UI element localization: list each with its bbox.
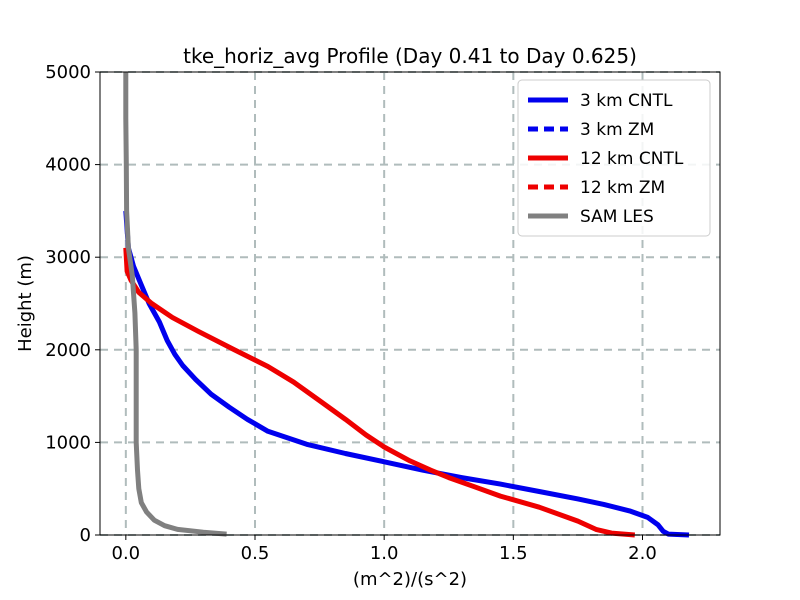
legend-label: 3 km CNTL — [580, 91, 673, 111]
series-line-sam-les — [123, 72, 227, 537]
legend-box — [517, 79, 711, 237]
legend-label: 12 km CNTL — [580, 149, 684, 169]
series-lines — [123, 72, 690, 538]
x-tick-label: 1.5 — [499, 543, 528, 564]
y-tick-label: 1000 — [45, 432, 91, 453]
legend-entry: 12 km CNTL — [528, 149, 684, 169]
legend-entry: SAM LES — [528, 207, 654, 227]
legend-entry: 3 km ZM — [528, 120, 654, 140]
series-line-12-km-cntl — [123, 247, 636, 538]
legend-label: 12 km ZM — [580, 178, 665, 198]
plot-frame — [99, 71, 721, 536]
legend-entry: 12 km ZM — [528, 178, 665, 198]
y-tick-label: 4000 — [45, 155, 91, 176]
legend: 3 km CNTL 3 km ZM 12 km CNTL 12 km ZM SAM LE… — [517, 79, 711, 237]
x-tick-label: 0.0 — [112, 543, 141, 564]
x-tick-label: 2.0 — [628, 543, 657, 564]
y-tick-label: 3000 — [45, 247, 91, 268]
y-tick-label: 5000 — [45, 62, 91, 83]
y-tick-label: 0 — [80, 525, 91, 546]
legend-label: SAM LES — [580, 207, 654, 227]
axis-ticks: 0.0 0.5 1.0 1.5 2.0 0 1000 2000 3000 4000 5000 — [45, 62, 657, 564]
series-line-3-km-cntl — [123, 210, 690, 538]
chart-title: tke_horiz_avg Profile (Day 0.41 to Day 0… — [183, 44, 637, 68]
y-tick-label: 2000 — [45, 340, 91, 361]
legend-label: 3 km ZM — [580, 120, 654, 140]
legend-entry: 3 km CNTL — [528, 91, 673, 111]
y-axis-label: Height (m) — [15, 255, 36, 352]
x-axis-label: (m^2)/(s^2) — [353, 569, 467, 590]
x-tick-label: 0.5 — [241, 543, 270, 564]
x-tick-label: 1.0 — [370, 543, 399, 564]
